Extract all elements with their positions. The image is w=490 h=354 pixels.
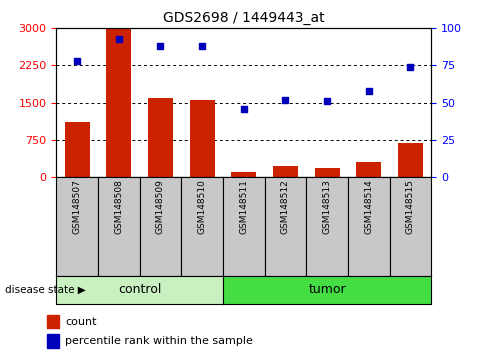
Bar	[106, 28, 131, 177]
Point	[323, 98, 331, 104]
Text: GSM148507: GSM148507	[73, 179, 82, 234]
Bar	[190, 100, 215, 177]
Text: GSM148515: GSM148515	[406, 179, 415, 234]
Text: GSM148512: GSM148512	[281, 179, 290, 234]
Text: GSM148509: GSM148509	[156, 179, 165, 234]
Text: GSM148511: GSM148511	[239, 179, 248, 234]
Text: GSM148510: GSM148510	[197, 179, 207, 234]
Text: tumor: tumor	[308, 284, 346, 296]
Bar	[47, 334, 59, 348]
Point	[281, 97, 289, 103]
Point	[73, 58, 81, 64]
Bar	[398, 143, 423, 177]
Bar	[273, 166, 298, 177]
Text: count: count	[66, 317, 97, 327]
Bar	[356, 162, 381, 177]
Bar	[148, 98, 173, 177]
Point	[365, 88, 372, 93]
Point	[406, 64, 414, 70]
Point	[198, 43, 206, 49]
Text: GSM148513: GSM148513	[322, 179, 332, 234]
Text: disease state ▶: disease state ▶	[5, 285, 86, 295]
Bar	[47, 315, 59, 329]
Bar	[315, 168, 340, 177]
Text: control: control	[118, 284, 161, 296]
Title: GDS2698 / 1449443_at: GDS2698 / 1449443_at	[163, 11, 324, 24]
Text: GSM148514: GSM148514	[364, 179, 373, 234]
Point	[115, 36, 122, 41]
Bar	[231, 172, 256, 177]
Text: percentile rank within the sample: percentile rank within the sample	[66, 336, 253, 346]
Text: GSM148508: GSM148508	[114, 179, 123, 234]
Point	[240, 106, 247, 112]
Bar	[65, 122, 90, 177]
Point	[156, 43, 164, 49]
